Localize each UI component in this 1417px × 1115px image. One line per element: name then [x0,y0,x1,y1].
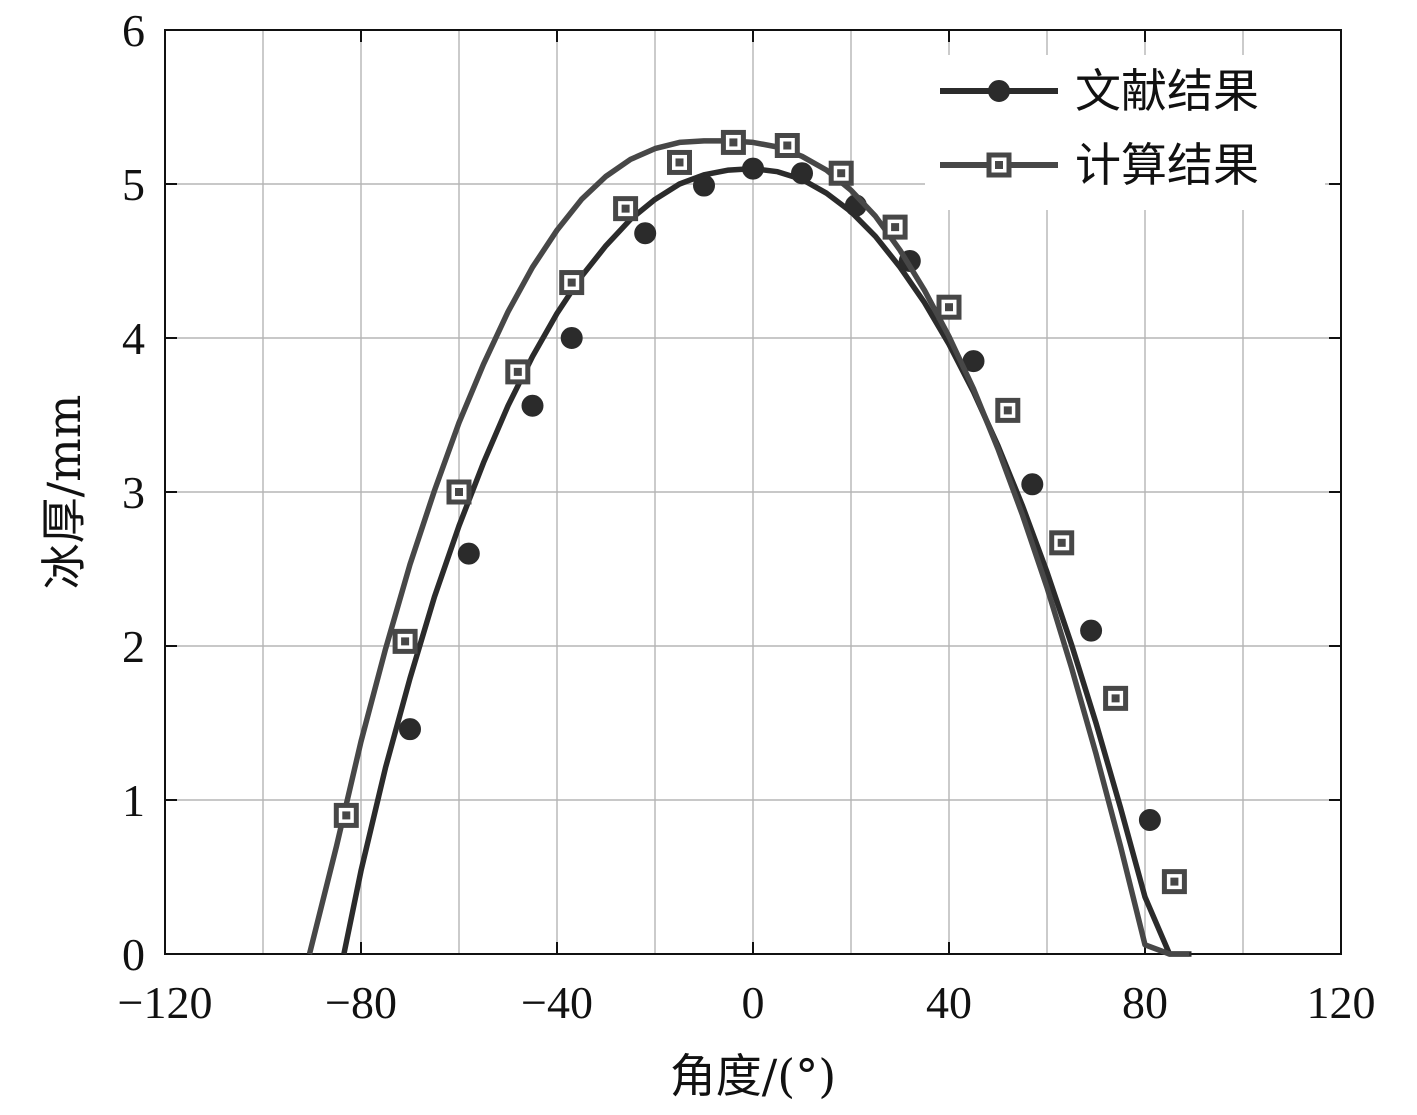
x-tick-label: −120 [118,977,213,1028]
legend-item-1: 文献结果 [940,64,1259,118]
x-tick-label: 0 [742,977,765,1028]
series-1 [341,157,1192,957]
x-axis-title: 角度/(°) [670,1049,836,1103]
y-tick-label: 4 [122,313,145,364]
data-point-circle [634,222,657,245]
y-axis-title: 冰厚/mm [37,395,91,590]
y-tick-label: 6 [122,5,145,56]
y-tick-label: 5 [122,159,145,210]
data-point-square-core [401,637,410,646]
legend-label: 文献结果 [1075,64,1259,118]
y-tick-label: 0 [122,929,145,980]
axis-ticks: −120 −80 −40 0 40 80 120 0 1 2 3 4 5 6 [118,5,1376,1028]
x-tick-label: 80 [1122,977,1168,1028]
series-line [306,138,1190,957]
data-point-square-core [342,811,351,820]
data-point-square-core [891,223,900,232]
data-point-square-core [837,169,846,178]
data-point-circle [742,157,764,180]
legend-marker-square-core [995,161,1003,169]
y-tick-label: 1 [122,775,145,826]
data-point-circle [1138,809,1161,832]
x-tick-label: −80 [325,977,397,1028]
series-line [341,165,1192,957]
y-tick-label: 2 [122,621,145,672]
data-point-square-core [675,158,684,167]
data-point-circle [560,327,583,349]
data-point-square-core [567,278,576,287]
data-point-square-core [455,488,463,496]
data-point-square-core [783,141,792,150]
data-point-circle [1080,619,1103,642]
series-2 [306,129,1190,957]
series-layer [306,129,1192,957]
data-point-circle [457,542,480,565]
data-point-circle [399,718,421,741]
legend-label: 计算结果 [1075,138,1259,192]
data-point-square-core [513,367,522,376]
x-tick-label: −40 [521,977,593,1028]
legend-box [925,55,1325,210]
data-point-square-core [1003,406,1012,415]
data-point-square-core [1170,877,1179,886]
data-point-circle [791,162,813,185]
data-point-square-core [945,303,953,312]
data-point-square-core [1111,694,1120,703]
legend-item-2: 计算结果 [940,138,1259,192]
data-point-square-core [1057,538,1066,547]
data-point-square-core [621,204,630,213]
data-point-circle [521,394,544,417]
x-tick-label: 40 [926,977,972,1028]
legend-marker-circle [988,80,1010,102]
y-tick-label: 3 [122,467,145,518]
data-point-square-core [729,138,738,147]
data-point-circle [693,174,715,197]
x-tick-label: 120 [1307,977,1376,1028]
data-point-circle [1021,473,1044,496]
